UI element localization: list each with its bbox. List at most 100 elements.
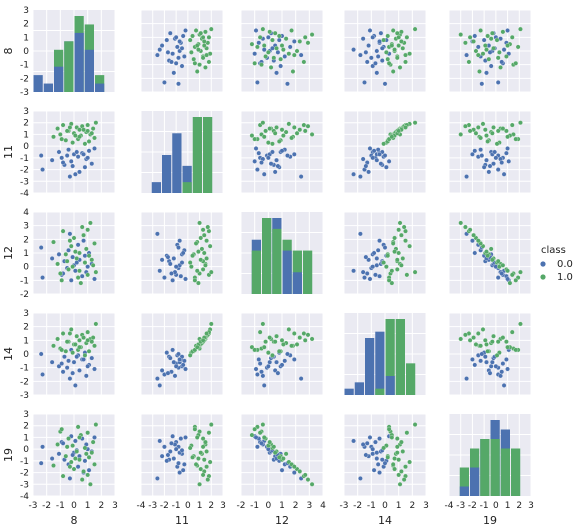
scatter-point-class0: [470, 151, 475, 157]
scatter-point-class1: [267, 29, 273, 35]
scatter-point-class1: [399, 262, 404, 268]
scatter-point-class0: [257, 361, 263, 366]
scatter-point-class1: [90, 439, 96, 445]
scatter-point-class1: [396, 472, 402, 478]
legend-marker: [540, 274, 546, 280]
scatter-point-class0: [256, 150, 262, 156]
scatter-point-class1: [55, 442, 60, 447]
x-tick-label: 3: [220, 501, 226, 511]
scatter-point-class1: [489, 339, 495, 345]
scatter-point-class1: [196, 47, 201, 52]
scatter-point-class1: [90, 335, 96, 340]
scatter-point-class1: [204, 52, 209, 58]
scatter-point-class1: [513, 347, 519, 353]
scatter-point-class0: [367, 28, 373, 33]
hist-bar-class0: [162, 155, 172, 193]
scatter-point-class0: [272, 169, 278, 175]
scatter-point-class0: [159, 453, 165, 459]
x-tick-label: -3: [340, 501, 349, 511]
scatter-point-class1: [206, 59, 212, 65]
scatter-point-class1: [486, 56, 492, 62]
scatter-point-class0: [92, 276, 97, 282]
scatter-point-class1: [64, 444, 70, 450]
y-axis-label: 11: [2, 145, 15, 159]
scatter-point-class0: [83, 373, 89, 379]
scatter-point-class1: [400, 256, 406, 261]
scatter-point-class1: [194, 268, 200, 274]
scatter-point-class0: [362, 80, 367, 85]
scatter-point-class0: [375, 247, 381, 253]
scatter-point-class1: [86, 348, 92, 354]
scatter-point-class1: [491, 125, 496, 130]
y-tick-label: 3: [23, 6, 29, 16]
scatter-point-class0: [74, 260, 80, 265]
hist-bar-class1: [500, 448, 510, 496]
scatter-point-class0: [169, 59, 174, 65]
scatter-point-class1: [92, 462, 97, 467]
scatter-point-class1: [200, 34, 206, 40]
scatter-point-class0: [282, 358, 288, 364]
scatter-point-class1: [199, 246, 205, 252]
hist-bar-class1: [251, 250, 261, 294]
scatter-point-class1: [257, 430, 263, 436]
scatter-point-class0: [274, 157, 279, 163]
x-tick-label: -1: [250, 501, 259, 511]
scatter-point-class0: [79, 273, 85, 279]
scatter-point-class1: [407, 459, 412, 465]
scatter-point-class1: [297, 127, 303, 133]
scatter-point-class1: [85, 122, 91, 128]
scatter-point-class0: [49, 456, 55, 461]
scatter-point-class0: [377, 470, 382, 475]
x-tick-label: 1: [197, 501, 203, 511]
panel-11-vs-12: [240, 110, 324, 194]
scatter-point-class0: [367, 146, 373, 151]
scatter-point-class1: [504, 54, 509, 59]
scatter-point-class1: [397, 220, 403, 226]
scatter-point-class1: [57, 132, 63, 137]
scatter-point-class0: [374, 70, 380, 76]
scatter-point-class0: [59, 361, 65, 366]
scatter-point-class0: [371, 250, 377, 256]
scatter-point-class1: [74, 333, 80, 339]
scatter-point-class0: [370, 34, 376, 40]
scatter-point-class0: [366, 43, 371, 48]
scatter-point-class1: [404, 272, 410, 278]
scatter-point-class0: [179, 45, 185, 51]
scatter-point-class0: [89, 355, 95, 361]
scatter-point-class0: [66, 147, 71, 153]
scatter-point-class1: [305, 332, 311, 338]
scatter-point-class1: [467, 337, 473, 343]
scatter-point-class1: [193, 241, 199, 246]
scatter-point-class1: [399, 232, 404, 238]
scatter-point-class1: [88, 220, 93, 226]
scatter-point-class0: [176, 55, 181, 61]
x-tick-label: 1: [279, 501, 285, 511]
scatter-point-class1: [68, 243, 74, 249]
y-tick-label: -1: [20, 457, 29, 467]
scatter-point-class0: [81, 357, 86, 362]
scatter-point-class0: [157, 268, 163, 274]
hist-bar-class0: [84, 49, 94, 92]
y-tick-label: 2: [23, 422, 29, 432]
scatter-point-class1: [478, 343, 483, 349]
scatter-point-class1: [458, 132, 464, 137]
scatter-point-class1: [193, 28, 199, 33]
scatter-point-class0: [488, 363, 494, 369]
panel-11-vs-19: [448, 110, 532, 194]
scatter-point-class1: [301, 331, 307, 336]
scatter-point-class1: [497, 50, 502, 55]
scatter-point-class1: [252, 136, 258, 142]
scatter-point-class1: [77, 268, 82, 274]
scatter-point-class0: [155, 231, 160, 237]
scatter-point-class1: [488, 246, 494, 252]
scatter-point-class0: [159, 43, 165, 48]
scatter-point-class1: [60, 473, 66, 479]
scatter-point-class0: [170, 347, 175, 353]
scatter-point-class0: [174, 44, 180, 50]
scatter-point-class1: [396, 128, 402, 134]
scatter-point-class1: [85, 430, 91, 436]
scatter-point-class1: [518, 321, 523, 327]
scatter-point-class1: [263, 339, 268, 345]
scatter-point-class0: [167, 261, 173, 267]
scatter-point-class1: [89, 257, 95, 263]
